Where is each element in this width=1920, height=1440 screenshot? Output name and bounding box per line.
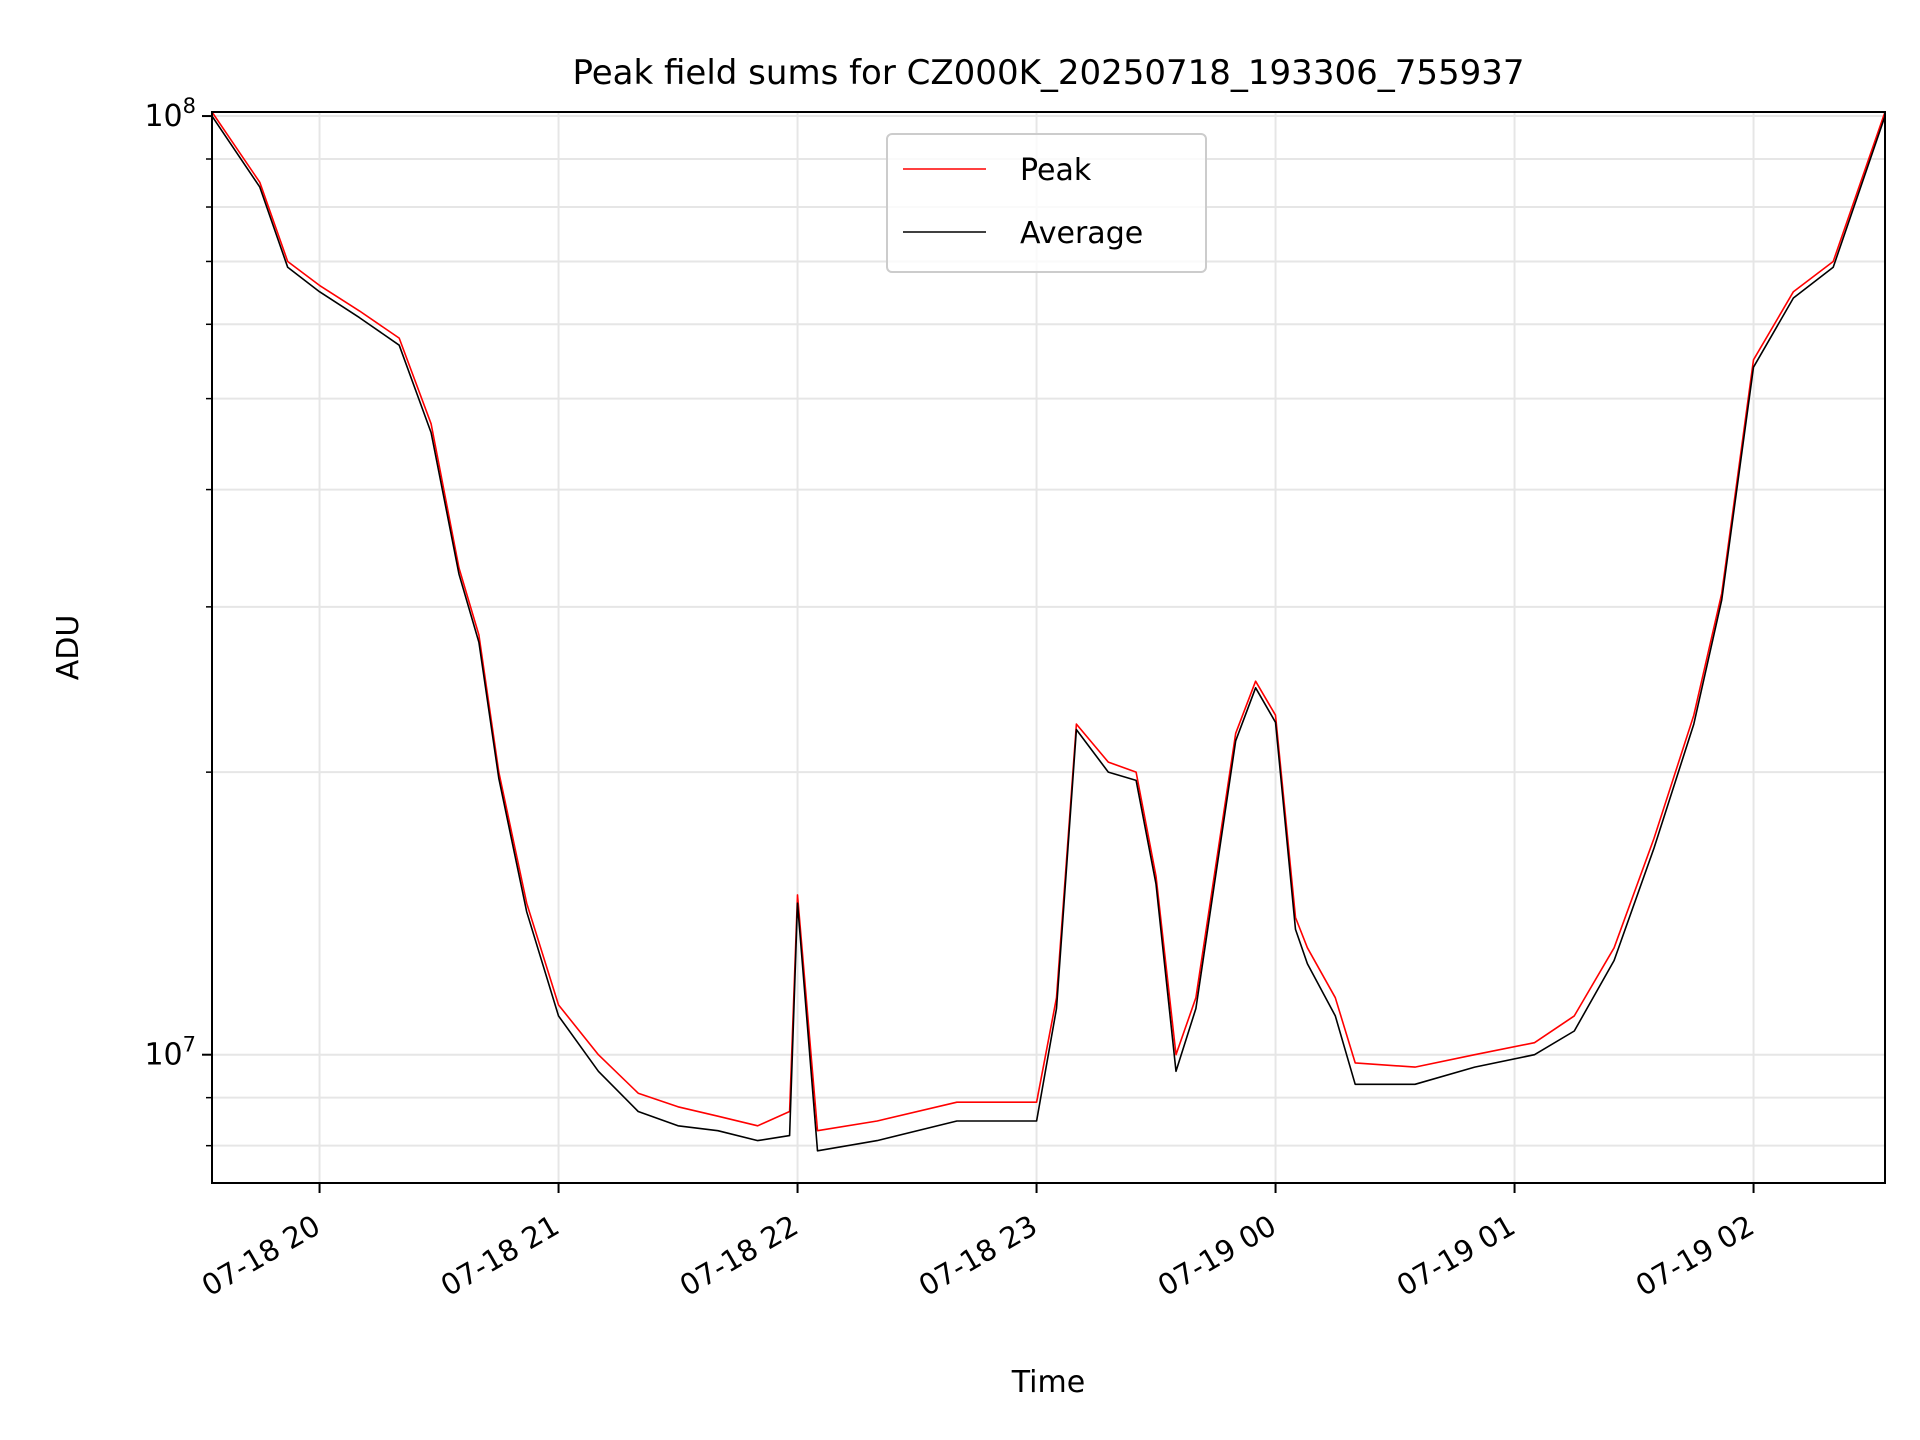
- series-line-peak: [211, 111, 1886, 1132]
- legend-label-peak: Peak: [1020, 153, 1092, 188]
- chart-title: Peak field sums for CZ000K_20250718_1933…: [572, 53, 1524, 93]
- series-line-average: [211, 115, 1886, 1152]
- y-tick-label: 107: [144, 1033, 196, 1073]
- legend: Peak Average: [886, 133, 1207, 273]
- legend-label-average: Average: [1020, 216, 1143, 251]
- series-layer: [211, 111, 1886, 1152]
- plot-frame: [211, 111, 1886, 1184]
- y-tick-label: 108: [144, 94, 196, 134]
- x-axis-label: Time: [1011, 1365, 1085, 1400]
- y-axis-label: ADU: [51, 615, 86, 681]
